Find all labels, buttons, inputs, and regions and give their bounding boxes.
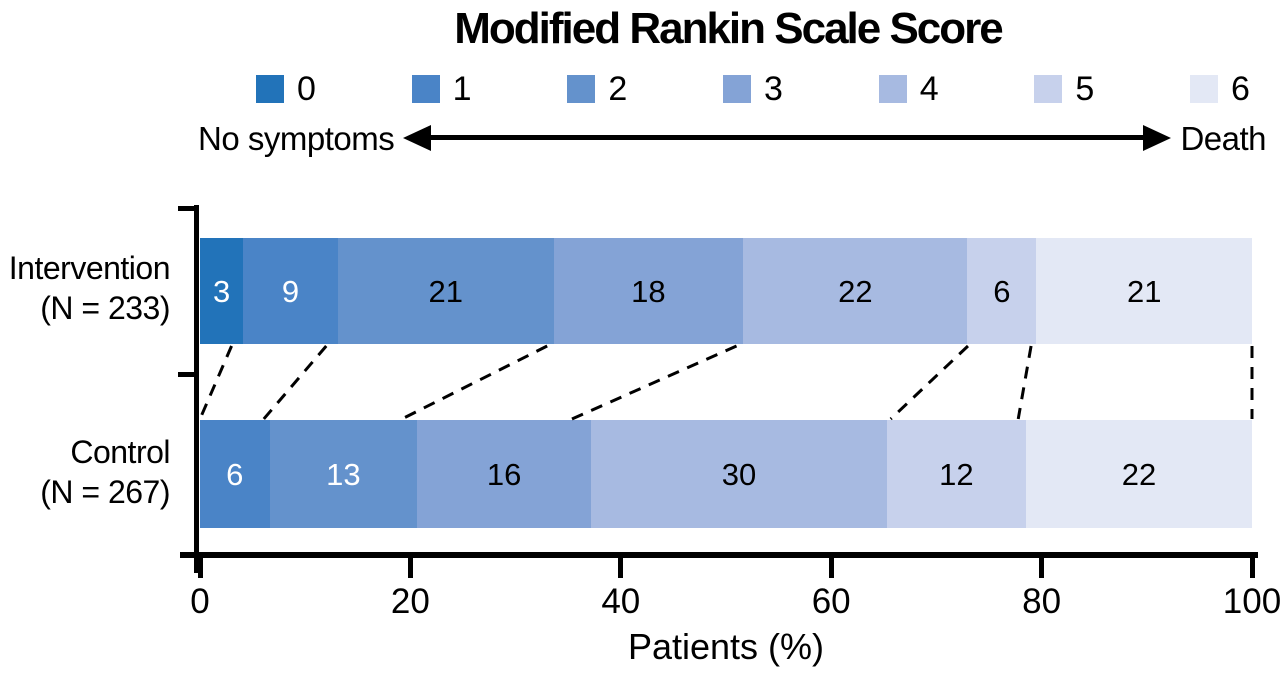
segment-value-label: 6: [226, 456, 244, 492]
segment-value-label: 16: [486, 456, 522, 492]
segment-value-label: 22: [1121, 456, 1157, 492]
x-axis-tick: [1249, 558, 1255, 578]
segment-value-label: 30: [721, 456, 757, 492]
segment-control-mrs6: 22: [1025, 420, 1252, 528]
segment-intervention-mrs6: 21: [1036, 238, 1252, 344]
severity-arrow-row: No symptoms Death: [198, 120, 1266, 156]
legend-item-1: 1: [411, 70, 472, 108]
legend-swatch-icon: [1034, 75, 1063, 103]
x-axis-tick-label: 60: [811, 582, 851, 621]
row-label-intervention-name: Intervention: [8, 250, 171, 286]
x-axis-tick-label: 100: [1222, 582, 1280, 621]
x-axis-tick: [1039, 558, 1045, 578]
connector-line: [889, 344, 969, 421]
segment-intervention-mrs0: 3: [200, 238, 244, 344]
x-axis-tick: [407, 558, 413, 578]
segment-intervention-mrs1: 9: [243, 238, 338, 344]
legend-label: 3: [764, 70, 783, 108]
segment-control-mrs5: 12: [886, 420, 1026, 528]
connector-line: [198, 345, 233, 420]
segment-value-label: 6: [993, 273, 1011, 309]
x-axis-tick-label: 40: [601, 582, 641, 621]
legend-item-6: 6: [1190, 72, 1250, 106]
segment-value-label: 12: [939, 456, 974, 492]
segment-value-label: 21: [428, 273, 463, 309]
x-axis-line: [180, 552, 1258, 558]
legend-item-5: 5: [1034, 72, 1094, 106]
connector-line: [571, 344, 738, 421]
bar-control: 6 13 16 30 12 22: [200, 420, 1252, 528]
arrow-right-label: Death: [1180, 119, 1266, 157]
x-axis-tick: [618, 558, 624, 578]
legend-item-4: 4: [878, 70, 939, 108]
arrow-right-head-icon: [1143, 125, 1172, 151]
legend-item-3: 3: [723, 72, 783, 106]
legend-label: 6: [1231, 70, 1250, 108]
segment-intervention-mrs2: 21: [337, 238, 554, 344]
chart-title: Modified Rankin Scale Score: [454, 4, 1004, 53]
legend-label: 0: [297, 70, 316, 108]
row-label-intervention: Intervention (N = 233): [0, 248, 171, 328]
legend-item-2: 2: [567, 72, 627, 106]
segment-value-label: 3: [212, 273, 231, 309]
legend-swatch-icon: [411, 75, 440, 103]
double-headed-arrow: [403, 122, 1172, 154]
arrow-left-label: No symptoms: [198, 119, 395, 157]
segment-control-mrs2: 13: [269, 420, 418, 528]
segment-value-label: 22: [838, 273, 873, 309]
connector-line: [1016, 345, 1033, 420]
x-axis-tick: [197, 558, 203, 578]
bar-intervention: 3 9 21 18 22 6 21: [200, 238, 1252, 344]
arrow-shaft: [425, 135, 1150, 140]
legend-label: 2: [608, 70, 628, 108]
y-axis-line: [194, 205, 199, 573]
segment-intervention-mrs4: 22: [743, 238, 968, 344]
segment-value-label: 13: [326, 456, 361, 492]
x-axis-tick-label: 80: [1022, 582, 1062, 621]
legend-item-0: 0: [256, 72, 316, 106]
legend-swatch-icon: [878, 75, 907, 103]
legend: 0 1 2 3 4 5 6: [256, 72, 1250, 106]
legend-label: 4: [919, 70, 939, 108]
legend-swatch-icon: [1190, 75, 1219, 103]
segment-intervention-mrs5: 6: [967, 238, 1037, 344]
x-axis-tick-label: 20: [390, 582, 430, 621]
legend-swatch-icon: [256, 75, 284, 103]
x-axis-title: Patients (%): [627, 626, 825, 667]
x-axis-tick-label: 0: [190, 582, 210, 621]
legend-swatch-icon: [567, 75, 596, 103]
segment-intervention-mrs3: 18: [553, 238, 744, 344]
x-axis-tick: [828, 558, 834, 578]
connector-line: [401, 344, 548, 421]
segment-control-mrs3: 16: [417, 420, 592, 528]
legend-label: 1: [452, 70, 472, 108]
y-axis-mid-tick: [178, 372, 199, 377]
row-label-control-name: Control: [70, 434, 170, 470]
connector-line: [262, 345, 328, 420]
row-label-intervention-n: (N = 233): [40, 290, 170, 326]
row-label-control-n: (N = 267): [40, 474, 170, 510]
y-axis-top-tick: [178, 206, 199, 211]
segment-value-label: 9: [281, 273, 300, 309]
legend-swatch-icon: [723, 75, 752, 103]
segment-control-mrs4: 30: [591, 420, 887, 528]
segment-control-mrs1: 6: [200, 420, 270, 528]
segment-value-label: 18: [631, 273, 666, 309]
legend-label: 5: [1075, 70, 1095, 108]
row-label-control: Control (N = 267): [0, 432, 170, 512]
segment-value-label: 21: [1126, 273, 1162, 309]
